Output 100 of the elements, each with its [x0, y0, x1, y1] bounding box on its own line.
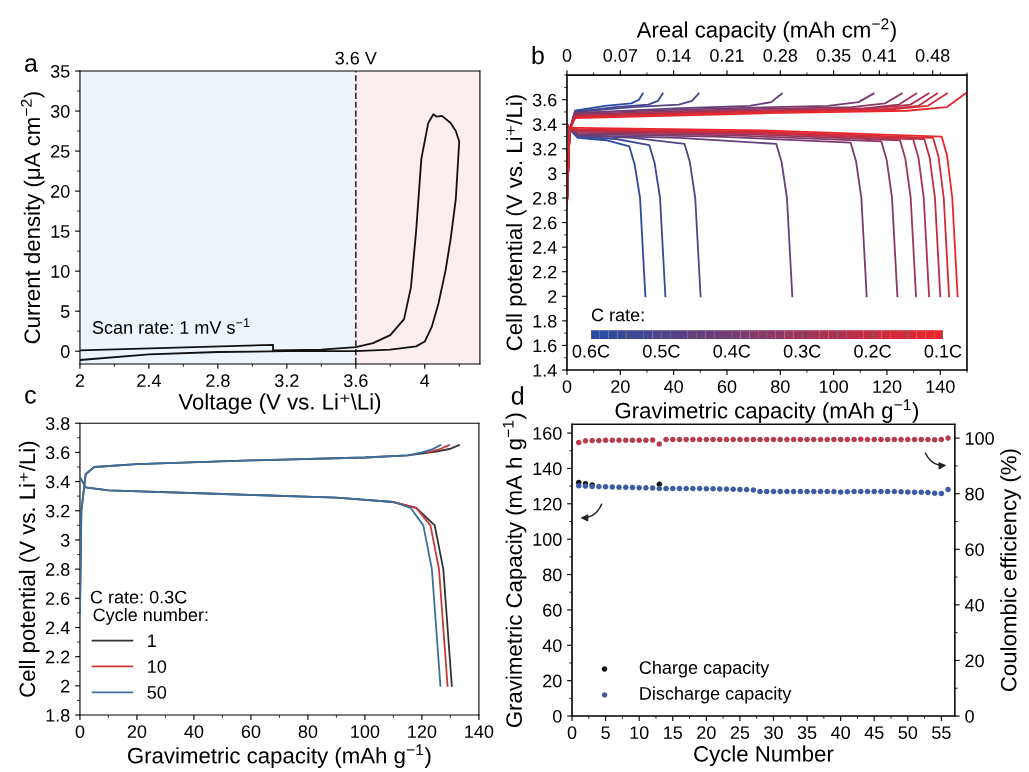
- x-tick-label: 0: [562, 380, 572, 393]
- y-axis-title: Cell potential (V vs. Li⁺/Li): [505, 95, 527, 351]
- x2-axis-title: Areal capacity (mAh cm$^{−2}$): [636, 18, 896, 43]
- y-tick-label: 3.2: [532, 142, 557, 156]
- y-tick-label: 120: [533, 497, 562, 511]
- annotation: 0.3C: [783, 344, 821, 358]
- y2-tick-label: 100: [965, 432, 994, 445]
- x-tick-label: 30: [764, 726, 783, 740]
- x-tick-label: 60: [241, 725, 261, 739]
- x-tick-label: 55: [932, 726, 951, 740]
- annotation: 0.6C: [572, 344, 610, 358]
- y-tick-label: 1.4: [533, 364, 557, 377]
- y-tick-label: 2.6: [533, 216, 557, 230]
- y-tick-label: 1.8: [46, 708, 70, 722]
- x2-tick-label: 0.35: [816, 49, 851, 62]
- x-tick-label: 140: [926, 380, 955, 393]
- y-axis-title: Cell potential (V vs. Li⁺/Li): [18, 441, 40, 697]
- y-tick-label: 1.6: [533, 339, 557, 353]
- y-tick-label: 15: [51, 225, 70, 238]
- text: b: [532, 45, 544, 65]
- y-tick-label: 5: [60, 305, 70, 318]
- annotation: C rate:: [591, 308, 644, 322]
- x2-tick-label: 0.41: [862, 49, 897, 62]
- x-tick-label: 50: [898, 726, 918, 740]
- legend-label: Discharge capacity: [640, 686, 792, 704]
- y2-tick-label: 0: [965, 709, 974, 723]
- y-axis-title: Current density (μA cm$^{−2}$): [20, 92, 45, 344]
- y-tick-label: 0: [552, 709, 562, 723]
- x-tick-label: 20: [697, 726, 716, 740]
- annotation: 0.2C: [854, 344, 891, 358]
- x-tick-label: 4: [420, 374, 430, 387]
- y-axis-title: Gravimetric Capacity (mA h g$^{−1}$): [502, 413, 527, 728]
- x-tick-label: 40: [831, 726, 850, 740]
- x-tick-label: 10: [630, 726, 649, 740]
- x-tick-label: 40: [184, 725, 204, 739]
- x-axis-title: Gravimetric capacity (mAh g$^{−1}$): [615, 399, 919, 423]
- y-tick-label: 3.6: [45, 446, 70, 460]
- y-tick-label: 140: [533, 462, 562, 476]
- legend-label: 10: [148, 660, 167, 673]
- x-tick-label: 35: [797, 726, 817, 740]
- y2-tick-label: 40: [964, 598, 984, 612]
- x-tick-label: 120: [873, 380, 902, 393]
- x-tick-label: 25: [730, 726, 750, 740]
- annotation: Scan rate: 1 mV s$^{−1}$: [92, 318, 250, 334]
- y-tick-label: 1.8: [533, 314, 557, 328]
- x-tick-label: 3.2: [274, 374, 299, 387]
- x-tick-label: 2.4: [137, 374, 161, 387]
- y2-tick-label: 20: [965, 654, 984, 668]
- legend-label: 50: [147, 686, 167, 699]
- y-tick-label: 2.2: [533, 265, 557, 279]
- y-tick-label: 3: [547, 167, 557, 181]
- y-tick-label: 2.4: [46, 621, 70, 635]
- x-tick-label: 5: [601, 726, 610, 740]
- y-tick-label: 3.6: [532, 93, 557, 107]
- x-tick-label: 45: [864, 726, 884, 740]
- x-tick-label: 2.8: [206, 374, 230, 387]
- x-tick-label: 80: [298, 725, 318, 739]
- x-tick-label: 140: [465, 725, 494, 739]
- x-tick-label: 100: [819, 380, 848, 393]
- y-tick-label: 2.8: [46, 563, 70, 576]
- y-tick-label: 3.4: [45, 475, 70, 489]
- x-tick-label: 3.6: [343, 374, 368, 387]
- y-tick-label: 3.2: [45, 504, 70, 518]
- y-tick-label: 2.6: [46, 592, 70, 606]
- x2-tick-label: 0: [562, 49, 572, 62]
- y-tick-label: 2: [61, 679, 70, 693]
- y2-axis-title: Coulombic efficiency (%): [1000, 449, 1021, 692]
- x2-tick-label: 0.48: [915, 49, 950, 62]
- legend-label: 1: [148, 634, 156, 647]
- x-tick-label: 120: [408, 725, 437, 739]
- ref-line-label: 3.6 V: [335, 51, 377, 65]
- annotation: 0.5C: [643, 344, 680, 358]
- x2-tick-label: 0.14: [656, 49, 691, 62]
- x-tick-label: 40: [664, 380, 683, 393]
- x-tick-label: 100: [351, 725, 380, 739]
- y-tick-label: 2.4: [533, 241, 557, 254]
- y-tick-label: 60: [543, 603, 562, 617]
- x2-tick-label: 0.28: [763, 49, 798, 62]
- y-tick-label: 160: [533, 426, 562, 440]
- y-tick-label: 3: [60, 533, 70, 547]
- y-tick-label: 100: [533, 533, 562, 546]
- text: a: [25, 58, 38, 72]
- x2-tick-label: 0.21: [710, 49, 744, 62]
- y-tick-label: 3.4: [532, 118, 557, 131]
- x-tick-label: 20: [127, 725, 147, 739]
- y-tick-label: 20: [543, 674, 562, 688]
- y-tick-label: 35: [50, 64, 70, 78]
- y-tick-label: 2: [548, 290, 557, 303]
- y-tick-label: 2.2: [46, 650, 70, 664]
- x-tick-label: 80: [771, 380, 790, 393]
- annotation: 0.1C: [924, 344, 962, 358]
- y-tick-label: 0: [60, 345, 70, 358]
- x-tick-label: 2: [75, 374, 85, 387]
- y-tick-label: 25: [51, 145, 70, 158]
- annotation: C rate: 0.3C: [90, 590, 187, 604]
- x-tick-label: 15: [664, 726, 683, 740]
- y-tick-label: 20: [51, 185, 70, 198]
- x-axis-title: Voltage (V vs. Li⁺\Li): [178, 393, 381, 415]
- text: c: [25, 389, 36, 404]
- y2-tick-label: 60: [965, 543, 984, 556]
